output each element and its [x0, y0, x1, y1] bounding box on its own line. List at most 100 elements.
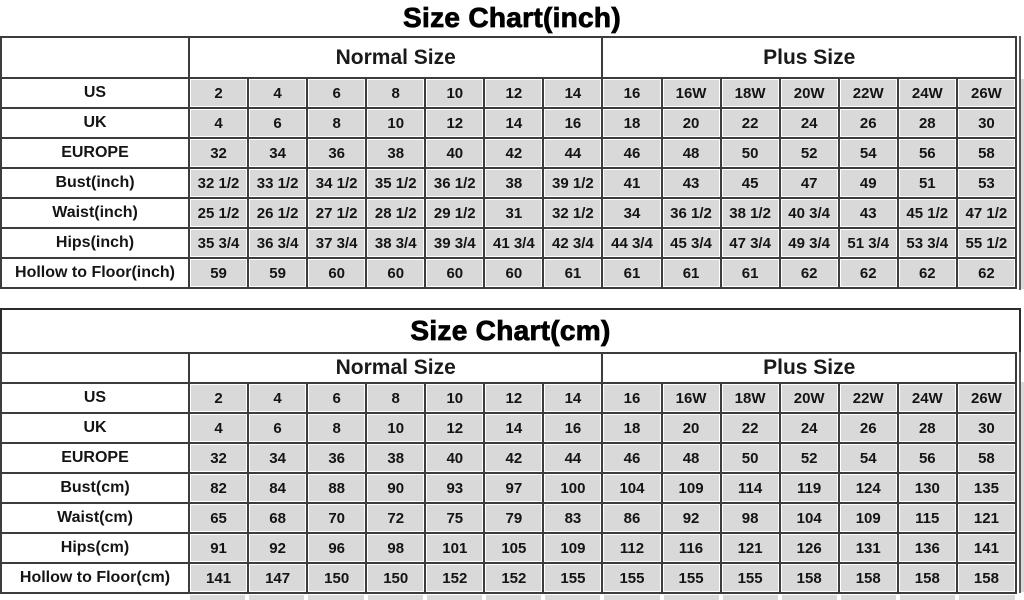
row-label: Waist(cm) [0, 502, 190, 534]
size-cell: 100 [542, 472, 604, 504]
size-cell: 158 [778, 562, 840, 594]
size-cell: 136 [896, 532, 958, 564]
size-cell: 62 [778, 257, 840, 289]
size-cell: 36 [306, 442, 368, 474]
size-cell: 14 [542, 77, 604, 109]
table-row: UK 4 6 8 10 12 14 16 18 20 22 24 26 28 30 [0, 107, 1018, 139]
size-cell: 109 [837, 502, 899, 534]
cropped-cell-fill [959, 595, 1015, 600]
table-spacer [0, 289, 1024, 308]
cropped-cell-fill [841, 595, 897, 600]
size-cell: 30 [955, 412, 1018, 444]
size-cell: 79 [483, 502, 545, 534]
size-cell: 155 [719, 562, 781, 594]
size-cell: 119 [778, 472, 840, 504]
size-cell: 70 [306, 502, 368, 534]
size-cell: 36 1/2 [660, 197, 722, 229]
size-cell: 8 [365, 77, 427, 109]
row-label: Hollow to Floor(inch) [0, 257, 190, 289]
size-cell: 93 [424, 472, 486, 504]
row-label: Hips(inch) [0, 227, 190, 259]
size-cell: 16W [660, 382, 722, 414]
size-cell: 47 3/4 [719, 227, 781, 259]
size-cell: 60 [306, 257, 368, 289]
size-chart-inch-title: Size Chart(inch) [403, 2, 621, 34]
size-cell: 130 [896, 472, 958, 504]
size-cell: 6 [247, 412, 309, 444]
size-cell: 26 [837, 412, 899, 444]
size-cell: 49 [837, 167, 899, 199]
row-label: US [0, 382, 190, 414]
size-cell: 43 [660, 167, 722, 199]
size-cell: 24 [778, 412, 840, 444]
size-cell: 6 [306, 77, 368, 109]
size-cell: 2 [187, 382, 250, 414]
size-cell: 30 [955, 107, 1018, 139]
size-cell: 121 [955, 502, 1018, 534]
size-cell: 44 [542, 137, 604, 169]
size-cell: 48 [660, 137, 722, 169]
table-row: Hollow to Floor(inch) 59 59 60 60 60 60 61 61 61 6… [0, 257, 1018, 289]
row-label: Bust(inch) [0, 167, 190, 199]
size-cell: 32 1/2 [187, 167, 250, 199]
size-cell: 152 [424, 562, 486, 594]
size-cell: 54 [837, 137, 899, 169]
size-cell: 109 [660, 472, 722, 504]
size-cell: 6 [247, 107, 309, 139]
size-cell: 52 [778, 442, 840, 474]
size-cell: 18W [719, 382, 781, 414]
size-cell: 38 [483, 167, 545, 199]
size-cell: 62 [837, 257, 899, 289]
size-cell: 12 [483, 382, 545, 414]
size-cell: 58 [955, 442, 1018, 474]
size-cell: 52 [778, 137, 840, 169]
size-cell: 4 [187, 412, 250, 444]
size-chart-cm-title: Size Chart(cm) [410, 315, 611, 347]
size-cell: 46 [601, 442, 663, 474]
size-cell: 47 1/2 [955, 197, 1018, 229]
size-cell: 49 3/4 [778, 227, 840, 259]
table-row: Waist(cm) 65 68 70 72 75 79 83 86 92 98 104 109 115 12… [0, 502, 1018, 534]
row-label: US [0, 77, 190, 109]
size-cell: 18 [601, 412, 663, 444]
size-cell: 84 [247, 472, 309, 504]
size-cell: 22 [719, 107, 781, 139]
size-cell: 150 [306, 562, 368, 594]
corner-cell [0, 352, 190, 384]
table-row: UK 4 6 8 10 12 14 16 18 20 22 24 26 28 30 [0, 412, 1018, 444]
corner-cell [0, 36, 190, 79]
size-cell: 50 [719, 442, 781, 474]
size-cell: 26W [955, 77, 1018, 109]
row-label: Bust(cm) [0, 472, 190, 504]
size-cell: 124 [837, 472, 899, 504]
size-cell: 41 3/4 [483, 227, 545, 259]
group-header-row: Normal Size Plus Size [0, 36, 1017, 79]
size-cell: 92 [660, 502, 722, 534]
size-cell: 42 [483, 442, 545, 474]
size-cell: 16 [542, 412, 604, 444]
size-cell: 22W [837, 382, 899, 414]
size-cell: 56 [896, 442, 958, 474]
size-cell: 34 [601, 197, 663, 229]
size-cell: 12 [424, 412, 486, 444]
size-cell: 10 [424, 382, 486, 414]
size-cell: 53 [955, 167, 1018, 199]
size-cell: 39 3/4 [424, 227, 486, 259]
row-label: Waist(inch) [0, 197, 190, 229]
size-cell: 26 [837, 107, 899, 139]
size-cell: 38 3/4 [365, 227, 427, 259]
cropped-cell-fill [663, 595, 719, 600]
size-cell: 14 [542, 382, 604, 414]
size-cell: 16 [601, 382, 663, 414]
size-cell: 61 [660, 257, 722, 289]
size-cell: 61 [601, 257, 663, 289]
row-label: EUROPE [0, 137, 190, 169]
cropped-cell-fill [485, 595, 542, 600]
size-cell: 47 [778, 167, 840, 199]
size-cell: 4 [187, 107, 250, 139]
size-cell: 44 3/4 [601, 227, 663, 259]
cropped-cell-fill [249, 595, 305, 600]
size-cell: 115 [896, 502, 958, 534]
row-label: EUROPE [0, 442, 190, 474]
size-cell: 51 3/4 [837, 227, 899, 259]
